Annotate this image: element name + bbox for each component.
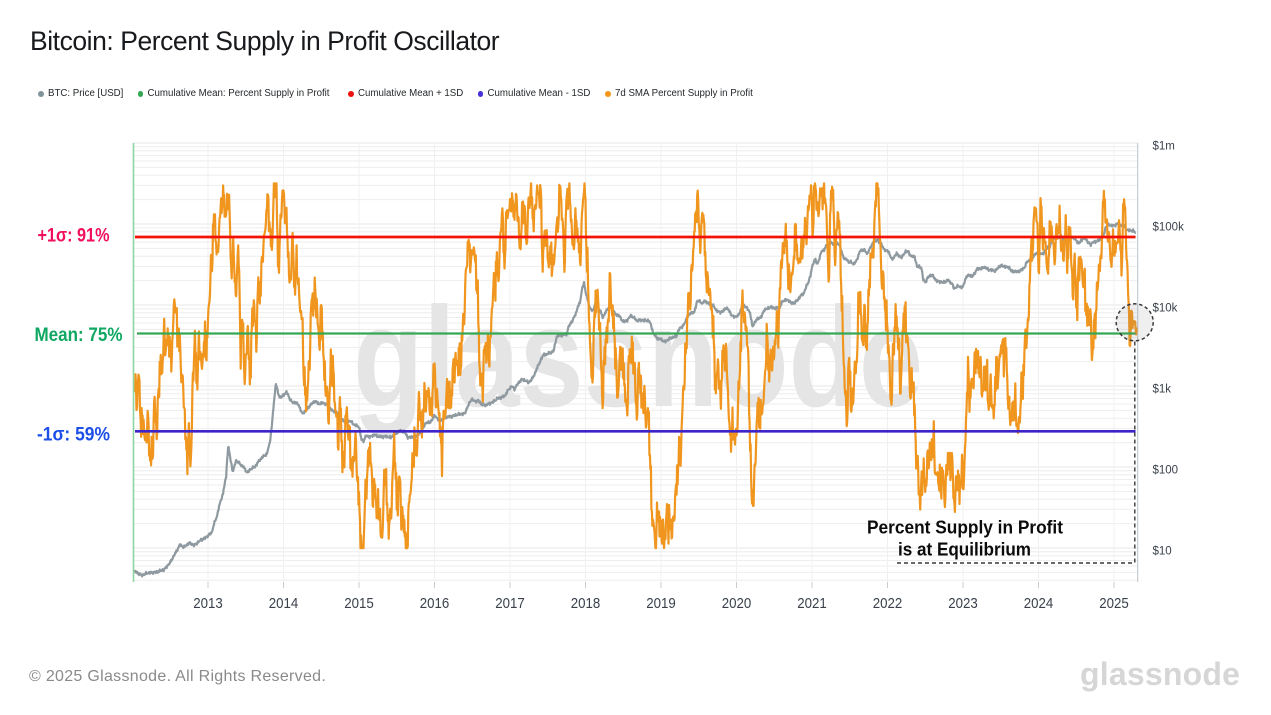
svg-text:2020: 2020 [722,595,752,612]
svg-text:2023: 2023 [948,595,978,612]
svg-text:$100k: $100k [1153,221,1185,233]
svg-text:$100: $100 [1153,464,1179,476]
svg-text:2013: 2013 [193,595,223,612]
svg-text:-1σ: 59%: -1σ: 59% [37,425,110,446]
svg-text:2019: 2019 [646,595,676,612]
svg-text:Mean: 75%: Mean: 75% [35,325,123,346]
svg-text:2016: 2016 [420,595,450,612]
svg-text:2015: 2015 [344,595,374,612]
svg-text:+1σ: 91%: +1σ: 91% [38,226,110,247]
svg-text:2014: 2014 [269,595,299,612]
svg-text:$1k: $1k [1153,383,1172,395]
svg-text:is at Equilibrium: is at Equilibrium [898,539,1031,560]
svg-text:Percent Supply in Profit: Percent Supply in Profit [867,517,1063,538]
svg-text:$1m: $1m [1153,140,1175,152]
svg-text:2018: 2018 [571,595,601,612]
svg-text:2022: 2022 [873,595,903,612]
svg-text:2017: 2017 [495,595,525,612]
svg-text:2025: 2025 [1099,595,1129,612]
svg-text:2024: 2024 [1024,595,1054,612]
svg-text:$10: $10 [1153,545,1172,557]
svg-text:$10k: $10k [1153,302,1178,314]
svg-text:2021: 2021 [797,595,827,612]
